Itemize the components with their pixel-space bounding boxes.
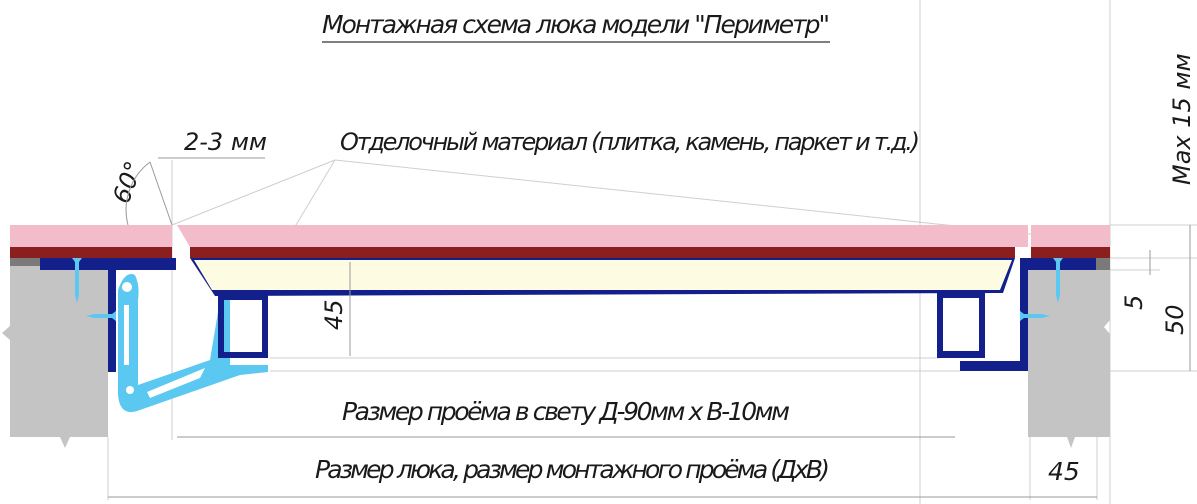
hinge-bracket [118,274,268,413]
angle-arc [125,161,151,226]
right-adhesive [1031,247,1110,258]
guide-lines [107,0,1197,504]
dim-50-label: 50 [1161,304,1189,335]
right-wall-assembly [960,225,1110,448]
left-adhesive [10,247,172,258]
left-frame-wall [108,270,116,372]
left-wall-edge [10,258,40,266]
screw-icon [1053,258,1063,303]
left-wall [2,266,108,448]
left-frame-flange [40,258,176,270]
frame-height-label: 45 [320,299,348,330]
lid-adhesive [190,247,1015,258]
lid-tile [177,225,1028,247]
screw-icon [1020,311,1050,321]
left-tile [10,225,172,247]
dim-5-label: 5 [1120,295,1148,310]
right-frame-base [960,361,1028,371]
bracket-slot [147,368,205,398]
right-tile [1031,225,1110,247]
left-lid-profile [218,293,268,358]
max-thickness-label: Max 15 мм [1168,53,1196,185]
wall-45-label: 45 [1048,457,1080,486]
left-wall-assembly [2,225,268,448]
bracket-hole [122,282,132,292]
finish-material-label: Отделочный материал (плитка, камень, пар… [340,128,920,156]
right-wall [1028,270,1110,448]
bracket-hole [126,386,134,394]
gap-label: 2-3 мм [184,128,267,156]
screw-icon [86,311,116,321]
clear-opening-label: Размер проёма в свету Д-90мм х В-10мм [342,397,790,426]
lid-panel [194,260,1012,290]
right-lid-profile [937,290,985,358]
angle-leg [149,161,173,226]
diagram-title: Монтажная схема люка модели "Периметр" [322,10,830,39]
hatch-lid[interactable] [177,225,1028,358]
right-wall-edge [1096,258,1110,270]
angle-label: 60° [107,157,148,207]
hatch-size-label: Размер люка, размер монтажного проёма (Д… [315,455,830,484]
bracket-slot [124,305,129,365]
screw-icon [72,258,82,303]
